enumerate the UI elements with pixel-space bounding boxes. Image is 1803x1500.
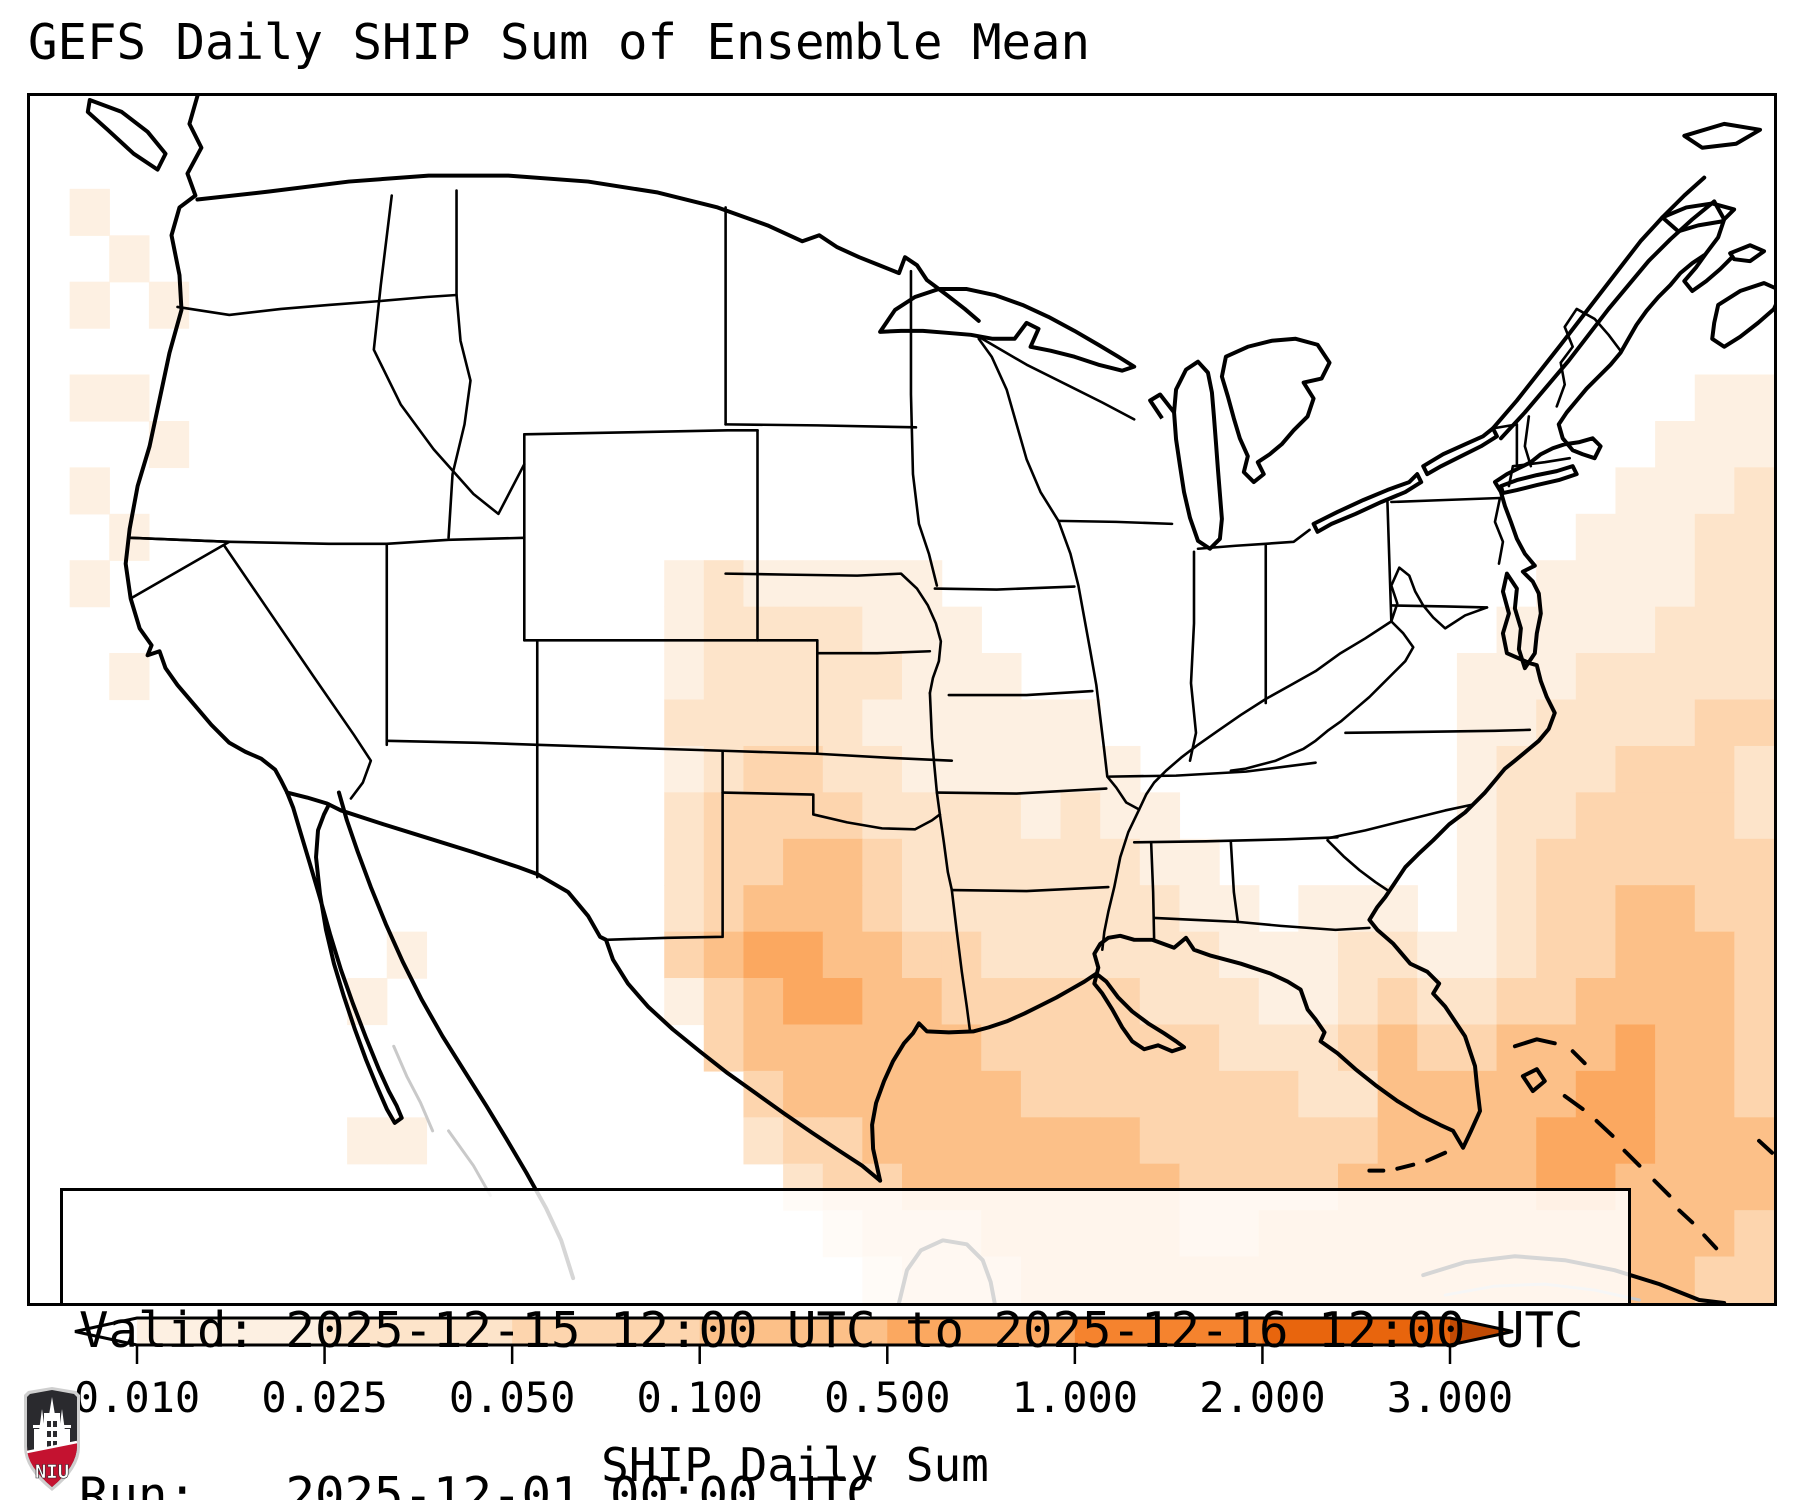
colorbar-canvas: 0.010 0.025 0.050 0.100 0.500 1.000 2.000 3.000 (74, 1316, 1514, 1422)
colorbar-tick-label: 3.000 (1387, 1373, 1513, 1422)
colorbar-segment (137, 1318, 326, 1345)
logo-castle-windows (47, 1421, 57, 1447)
logo-red-band (27, 1442, 77, 1487)
colorbar: 0.010 0.025 0.050 0.100 0.500 1.000 2.000 3.000 (0, 1306, 1803, 1500)
colorbar-tick-label: 0.500 (824, 1373, 950, 1422)
map-canvas (69, 96, 1774, 1303)
colorbar-tick-label: 1.000 (1012, 1373, 1138, 1422)
colorbar-segment (1262, 1318, 1451, 1345)
colorbar-segment (324, 1318, 513, 1345)
valid-run-info-box: Valid: 2025-12-15 12:00 UTC to 2025-12-1… (60, 1188, 1631, 1500)
colorbar-tick-label: 0.025 (261, 1373, 387, 1422)
niu-logo: NIU (24, 1387, 80, 1491)
colorbar-under-arrow (75, 1318, 137, 1345)
colorbar-axis-label: SHIP Daily Sum (601, 1438, 989, 1492)
map-panel: Valid: 2025-12-15 12:00 UTC to 2025-12-1… (27, 93, 1777, 1500)
run-time-text: Run: 2025-12-01 00:00 UTC (79, 1467, 876, 1500)
great-lakes (878, 287, 1499, 551)
colorbar-over-arrow (1450, 1318, 1513, 1345)
colorbar-tick-label: 2.000 (1199, 1373, 1325, 1422)
page-title: GEFS Daily SHIP Sum of Ensemble Mean (28, 14, 1091, 71)
colorbar-segment (887, 1318, 1076, 1345)
colorbar-segment (699, 1318, 888, 1345)
state-boundaries (129, 189, 1622, 1031)
colorbar-segment (1074, 1318, 1263, 1345)
logo-band-divider (26, 1440, 78, 1454)
logo-text: NIU (35, 1461, 69, 1483)
colorbar-tick-label: 0.100 (636, 1373, 762, 1422)
colorbar-tick-label: 0.010 (74, 1373, 200, 1422)
colorbar-tick-label: 0.050 (449, 1373, 575, 1422)
colorbar-segment (512, 1318, 701, 1345)
valid-time-text: Valid: 2025-12-15 12:00 UTC to 2025-12-1… (79, 1302, 1584, 1359)
ship-shading-raster (69, 188, 1774, 1303)
